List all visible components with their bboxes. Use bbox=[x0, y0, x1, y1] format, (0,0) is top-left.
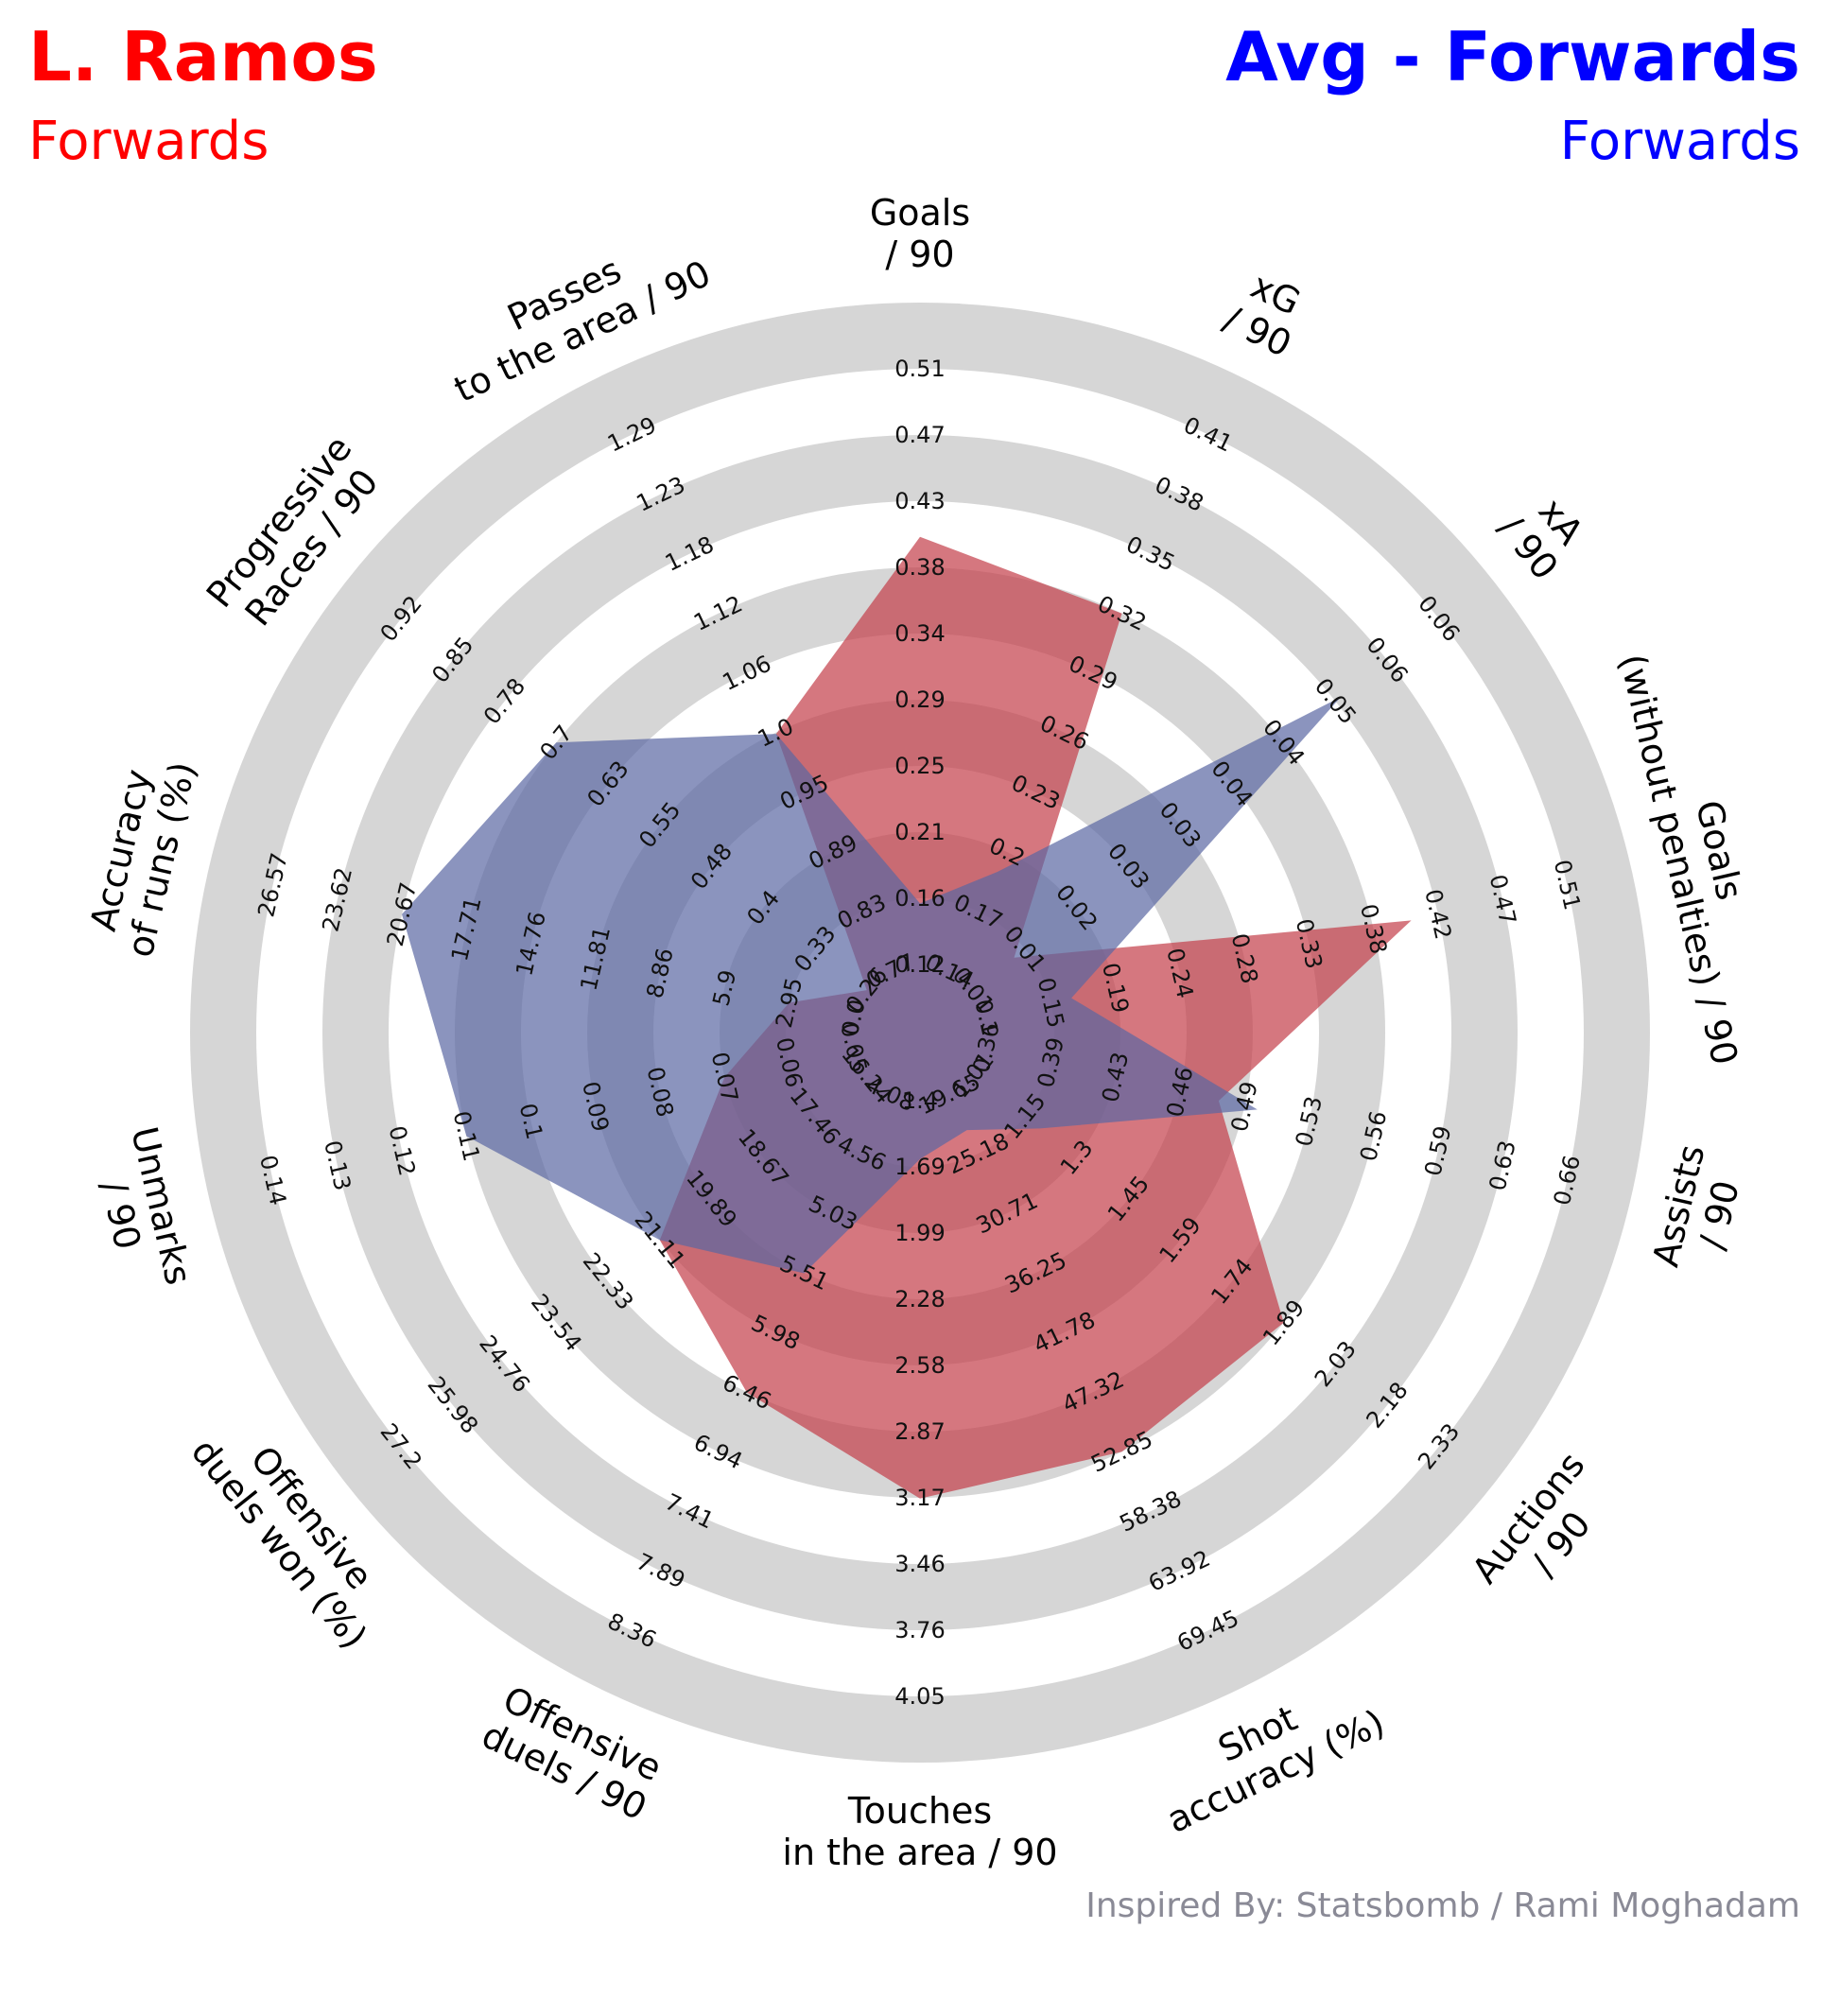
axis-label: xG/ 90 bbox=[1218, 265, 1308, 365]
tick-label: 2.87 bbox=[894, 1418, 945, 1445]
tick-label: 4.05 bbox=[894, 1683, 945, 1710]
axis-label: Goals/ 90 bbox=[870, 192, 970, 275]
axis-label-line: Touches bbox=[847, 1790, 992, 1832]
tick-label: 1.99 bbox=[894, 1220, 945, 1246]
tick-label: 1.69 bbox=[894, 1154, 945, 1180]
tick-label: 3.76 bbox=[894, 1617, 945, 1643]
axis-label-line: Goals bbox=[870, 192, 970, 234]
player-position: Forwards bbox=[28, 111, 269, 172]
radar-series bbox=[402, 536, 1412, 1499]
tick-label: 0.47 bbox=[894, 422, 945, 448]
series-polygon-average bbox=[402, 697, 1342, 1274]
tick-label: 0.38 bbox=[894, 554, 945, 581]
tick-label: 1.4 bbox=[902, 1087, 938, 1114]
player-name: L. Ramos bbox=[28, 17, 378, 96]
tick-label: 0.34 bbox=[894, 620, 945, 647]
axis-label: Assists/ 90 bbox=[1644, 1140, 1747, 1270]
tick-label: 0.25 bbox=[894, 753, 945, 779]
axis-label-line: / 90 bbox=[885, 234, 954, 275]
tick-label: 0.43 bbox=[894, 488, 945, 514]
tick-label: 0.51 bbox=[894, 356, 945, 382]
tick-label: 0.12 bbox=[894, 951, 945, 978]
tick-label: 0.16 bbox=[894, 885, 945, 912]
tick-label: 2.58 bbox=[894, 1352, 945, 1379]
tick-label: 3.46 bbox=[894, 1551, 945, 1577]
tick-label: 3.17 bbox=[894, 1485, 945, 1511]
comparison-name: Avg - Forwards bbox=[1225, 17, 1800, 96]
axis-label-line: in the area / 90 bbox=[782, 1832, 1057, 1873]
comparison-position: Forwards bbox=[1559, 111, 1800, 172]
credit-text: Inspired By: Statsbomb / Rami Moghadam bbox=[1085, 1886, 1800, 1925]
axis-label: Unmarks/ 90 bbox=[93, 1122, 200, 1288]
tick-label: 0.21 bbox=[894, 819, 945, 845]
tick-label: 2.28 bbox=[894, 1286, 945, 1312]
tick-label: 0.29 bbox=[894, 686, 945, 713]
axis-label: xA/ 90 bbox=[1490, 491, 1591, 587]
